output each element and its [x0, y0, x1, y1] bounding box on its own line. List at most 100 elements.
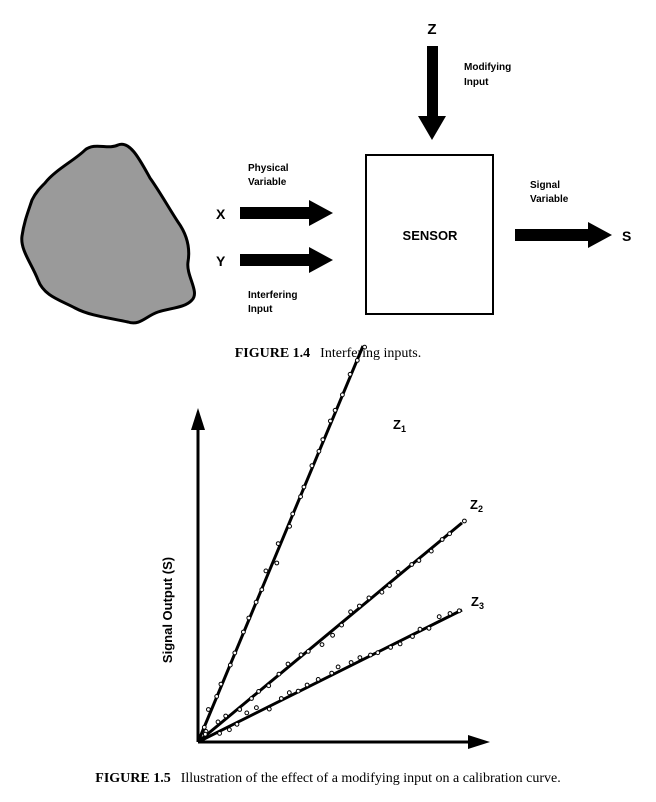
data-point-z3	[304, 682, 310, 688]
data-point-z3	[244, 710, 250, 716]
data-point-z2	[266, 683, 272, 689]
data-point-z3	[329, 670, 335, 676]
data-point-z2	[416, 558, 422, 563]
data-point-z1	[274, 560, 280, 566]
data-point-z1	[290, 511, 296, 517]
data-point-z1	[340, 392, 345, 398]
data-point-z2	[305, 649, 311, 654]
data-point-z2	[339, 622, 345, 628]
data-point-z1	[201, 724, 207, 730]
sensor-box	[365, 154, 494, 315]
data-point-z1	[227, 662, 233, 668]
data-point-z3	[227, 727, 232, 733]
data-point-z3	[375, 650, 381, 656]
data-point-z3	[234, 721, 240, 727]
data-point-z3	[436, 614, 442, 620]
data-point-z1	[263, 568, 269, 574]
signal-output-arrow	[515, 222, 612, 248]
data-point-z2	[223, 713, 229, 719]
figure-1-5-text: Illustration of the effect of a modifyin…	[180, 771, 561, 786]
data-point-z1	[320, 437, 326, 443]
data-point-z2	[439, 537, 445, 542]
data-point-z2	[395, 569, 401, 575]
data-point-z1	[332, 407, 338, 413]
data-point-z3	[335, 664, 341, 670]
physical-variable-arrow	[240, 200, 333, 226]
data-point-z3	[202, 731, 208, 737]
z3-label: Z3	[471, 594, 484, 611]
data-point-z2	[215, 719, 221, 725]
data-point-z1	[301, 484, 307, 490]
data-point-z3	[348, 660, 354, 665]
data-point-z3	[447, 611, 453, 616]
y-axis-label: Signal Output (S)	[160, 557, 175, 663]
figure-1-5-caption: FIGURE 1.5 Illustration of the effect of …	[0, 771, 656, 787]
data-point-z3	[266, 706, 272, 712]
data-point-z3	[254, 705, 259, 711]
data-point-z2	[409, 562, 415, 567]
data-point-z1	[232, 650, 238, 656]
measurand-source-shape	[20, 142, 196, 325]
data-point-z2	[462, 518, 467, 524]
data-point-z3	[315, 677, 321, 682]
series-layer	[196, 344, 467, 744]
data-point-z1	[298, 494, 304, 500]
data-point-z2	[428, 548, 434, 554]
data-point-z3	[286, 690, 292, 696]
figure-1-5-number: FIGURE 1.5	[95, 771, 171, 786]
data-point-z3	[417, 626, 423, 632]
data-point-z2	[256, 689, 262, 694]
data-point-z1	[275, 541, 281, 546]
data-point-z2	[330, 632, 336, 638]
data-point-z1	[287, 523, 293, 529]
data-point-z2	[357, 603, 362, 609]
data-point-z1	[259, 587, 265, 592]
z2-label: Z2	[470, 497, 483, 514]
z1-label: Z1	[393, 417, 406, 434]
data-point-z2	[366, 595, 372, 601]
data-point-z1	[214, 694, 220, 699]
figure-1-4-text: Interfering inputs.	[320, 346, 422, 361]
data-point-z2	[387, 583, 392, 588]
data-point-z3	[295, 688, 301, 694]
data-point-z3	[357, 655, 363, 660]
data-point-z3	[456, 608, 462, 614]
data-point-z1	[253, 599, 259, 605]
calibration-line-z3	[197, 608, 463, 744]
data-point-z2	[319, 642, 325, 647]
data-point-z3	[217, 731, 223, 736]
data-point-z2	[237, 707, 243, 712]
figure-1-4-number: FIGURE 1.4	[234, 346, 311, 361]
data-point-z1	[362, 344, 368, 350]
data-point-z1	[206, 707, 211, 712]
data-point-z3	[368, 652, 373, 658]
signal-variable-label: Signal Variable	[530, 180, 569, 205]
data-point-z1	[316, 448, 322, 454]
data-point-z1	[309, 463, 315, 469]
figure-1-4-caption: FIGURE 1.4 Interfering inputs.	[0, 346, 656, 362]
data-point-z3	[278, 696, 284, 701]
interfering-input-arrow	[240, 247, 333, 273]
z-label: Z	[427, 21, 436, 38]
data-point-z2	[276, 671, 282, 677]
s-label: S	[622, 228, 631, 244]
calibration-chart	[191, 344, 490, 749]
data-point-z2	[348, 609, 354, 615]
data-point-z3	[426, 625, 432, 631]
data-point-z3	[397, 641, 403, 647]
data-point-z1	[354, 358, 360, 363]
data-point-z2	[249, 696, 254, 701]
data-point-z1	[218, 681, 224, 687]
modifying-input-label: Modifying Input	[464, 62, 514, 88]
interfering-input-label: Interfering Input	[248, 290, 300, 315]
data-point-z2	[447, 531, 453, 537]
data-point-z1	[241, 629, 246, 635]
data-point-z1	[328, 418, 333, 424]
sensor-label: SENSOR	[403, 228, 459, 243]
x-label: X	[216, 206, 226, 222]
modifying-input-arrow	[418, 46, 446, 140]
x-axis-arrowhead	[468, 735, 490, 749]
data-point-z1	[347, 371, 353, 377]
data-point-z2	[379, 589, 385, 595]
